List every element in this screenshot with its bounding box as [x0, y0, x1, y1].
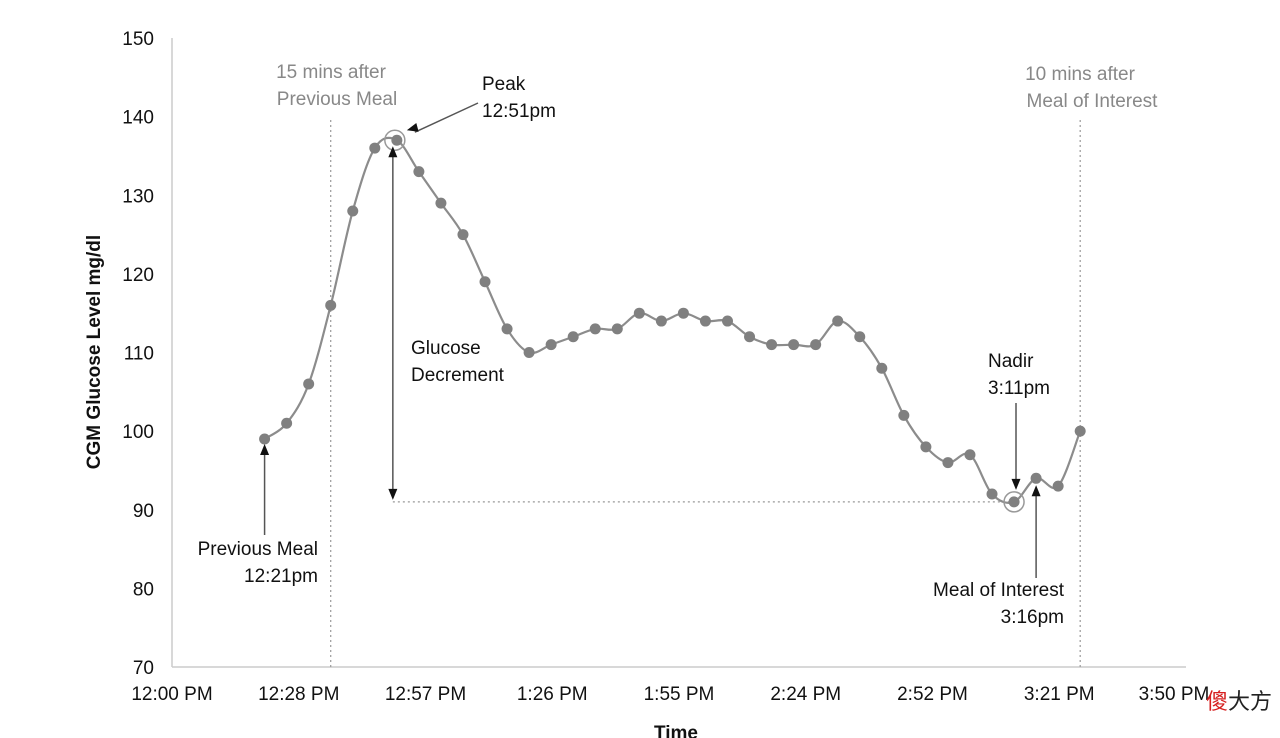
decrement-label: Glucose [411, 338, 481, 359]
guide-lines [330, 120, 1081, 667]
data-point [391, 134, 403, 146]
x-tick-label: 12:00 PM [131, 684, 212, 705]
data-point [523, 347, 535, 358]
data-point [479, 276, 491, 288]
data-point [259, 433, 271, 445]
y-tick-label: 110 [124, 344, 154, 365]
data-point [413, 166, 425, 178]
y-tick-label: 130 [122, 186, 154, 207]
y-tick-label: 80 [133, 579, 154, 600]
data-point [1008, 496, 1020, 508]
annotations: 15 mins after Previous Meal 10 mins afte… [198, 62, 1159, 628]
data-point [677, 307, 689, 319]
data-point [832, 315, 844, 327]
peak-time-label: 12:51pm [482, 101, 556, 122]
y-tick-label: 140 [122, 108, 154, 129]
previous-meal-time-label: 12:21pm [244, 566, 318, 587]
data-point [611, 323, 623, 335]
data-point [325, 299, 337, 311]
prev-meal-line-label-2: Previous Meal [277, 89, 397, 110]
data-point [854, 331, 866, 343]
peak-arrow-head [406, 123, 419, 132]
meal-of-interest-label: Meal of Interest [933, 580, 1065, 601]
y-tick-labels: 70 80 90 100 110 120 130 140 150 [122, 29, 154, 679]
peak-label: Peak [482, 74, 526, 95]
x-tick-label: 1:55 PM [644, 684, 715, 705]
decrement-arrow-head-up [388, 146, 398, 158]
series-glucose [259, 134, 1086, 508]
nadir-label: Nadir [988, 351, 1034, 372]
data-point [457, 229, 469, 241]
previous-meal-label: Previous Meal [198, 539, 318, 560]
meal-line-label: 10 mins after [1025, 64, 1135, 85]
data-point [920, 441, 932, 453]
y-tick-label: 150 [122, 29, 154, 50]
data-point [986, 488, 998, 500]
data-point [1074, 425, 1086, 437]
data-point [810, 339, 822, 351]
x-tick-label: 12:28 PM [258, 684, 339, 705]
data-point [633, 307, 645, 319]
meal-of-interest-time-label: 3:16pm [1001, 607, 1064, 628]
y-tick-label: 90 [133, 501, 154, 522]
data-point [545, 339, 557, 351]
data-point [1052, 480, 1064, 492]
data-point [699, 315, 711, 327]
series-line [263, 136, 1082, 504]
prev-meal-line-label: 15 mins after [276, 62, 386, 83]
x-tick-label: 2:52 PM [897, 684, 968, 705]
nadir-ring [1003, 491, 1025, 513]
x-tick-labels: 12:00 PM 12:28 PM 12:57 PM 1:26 PM 1:55 PM 2:… [131, 684, 1209, 705]
y-tick-label: 70 [133, 658, 154, 679]
data-point [281, 417, 293, 429]
x-tick-label: 12:57 PM [385, 684, 466, 705]
decrement-arrow-head-down [388, 488, 398, 500]
peak-ring [384, 129, 406, 151]
data-point [369, 142, 381, 154]
data-point [744, 331, 756, 343]
y-tick-label: 120 [122, 265, 154, 286]
data-point [964, 449, 976, 461]
previous-meal-arrow-head [260, 443, 270, 455]
axes [171, 38, 1186, 668]
data-point [655, 315, 667, 327]
data-point [788, 339, 800, 351]
decrement-label-2: Decrement [411, 365, 505, 386]
data-point [721, 315, 733, 327]
data-point [567, 331, 579, 343]
data-point [766, 339, 778, 351]
peak-arrow [414, 102, 479, 133]
data-point [942, 457, 954, 469]
meal-of-interest-arrow-head [1031, 485, 1041, 497]
data-point [1030, 472, 1042, 484]
nadir-time-label: 3:11pm [988, 378, 1050, 399]
data-point [435, 197, 447, 209]
data-point [501, 323, 513, 335]
nadir-arrow-head [1011, 478, 1021, 490]
data-point [347, 205, 359, 217]
x-tick-label: 3:21 PM [1024, 684, 1095, 705]
y-tick-label: 100 [122, 422, 154, 443]
x-tick-label: 2:24 PM [770, 684, 841, 705]
data-point [876, 362, 888, 374]
x-tick-label: 3:50 PM [1139, 684, 1210, 705]
data-point [303, 378, 315, 390]
data-point [898, 409, 910, 421]
x-axis-title: Time [654, 723, 698, 738]
watermark: 傻大方 [1205, 690, 1272, 715]
x-tick-label: 1:26 PM [517, 684, 588, 705]
y-axis-title: CGM Glucose Level mg/dl [84, 235, 105, 469]
data-point [589, 323, 601, 335]
meal-line-label-2: Meal of Interest [1027, 91, 1159, 112]
